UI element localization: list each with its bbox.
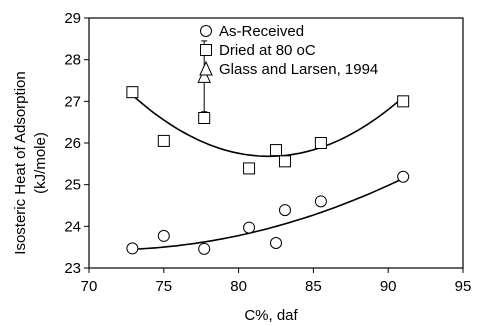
y-tick-label: 29 <box>64 10 81 27</box>
legend-marker-square <box>200 44 212 56</box>
x-tick-label: 70 <box>81 278 98 295</box>
data-point-triangle <box>197 68 211 83</box>
data-point-square <box>243 162 256 175</box>
data-markers <box>126 68 410 255</box>
x-tick-label: 85 <box>305 278 322 295</box>
data-point-circle <box>314 195 327 208</box>
trendlines <box>131 94 404 251</box>
data-point-circle <box>243 221 256 234</box>
data-point-circle <box>157 229 170 242</box>
x-tick-label: 80 <box>230 278 247 295</box>
y-axis: 23 24 25 26 27 28 29 <box>64 10 89 277</box>
legend-label: Glass and Larsen, 1994 <box>219 61 378 78</box>
y-tick-label: 24 <box>64 218 81 235</box>
x-axis-title: C%, daf <box>244 307 298 324</box>
data-point-circle <box>198 242 211 255</box>
legend-label: Dried at 80 oC <box>219 42 316 59</box>
data-point-circle <box>397 170 410 183</box>
data-point-square <box>270 144 282 157</box>
legend-label: As-Received <box>219 23 304 40</box>
data-point-square <box>198 112 211 124</box>
y-axis-title: Isosteric Heat of Adsorption <box>12 71 29 254</box>
y-axis-title-units: (kJ/mole) <box>32 132 49 194</box>
y-tick-label: 27 <box>64 93 81 110</box>
data-point-circle <box>270 237 282 249</box>
x-tick-label: 90 <box>380 278 397 295</box>
legend-marker-triangle <box>199 60 213 76</box>
y-tick-label: 28 <box>64 52 81 69</box>
x-tick-label: 95 <box>455 278 472 295</box>
data-point-square <box>157 134 170 147</box>
data-point-square <box>397 95 410 108</box>
y-tick-label: 23 <box>64 260 81 277</box>
x-tick-label: 75 <box>155 278 172 295</box>
legend-marker-circle <box>200 25 212 37</box>
trendline-series-0 <box>132 177 404 251</box>
x-axis: 70 75 80 85 90 95 <box>81 268 472 295</box>
y-tick-label: 25 <box>64 177 81 194</box>
y-tick-label: 26 <box>64 135 81 152</box>
data-point-square <box>126 86 139 99</box>
data-point-square <box>314 137 327 149</box>
legend: As-Received Dried at 80 oC Glass and Larse… <box>199 23 378 78</box>
data-point-circle <box>126 242 139 255</box>
data-point-circle <box>278 204 291 217</box>
data-point-square <box>278 155 291 168</box>
trendline-series-1 <box>131 94 404 158</box>
